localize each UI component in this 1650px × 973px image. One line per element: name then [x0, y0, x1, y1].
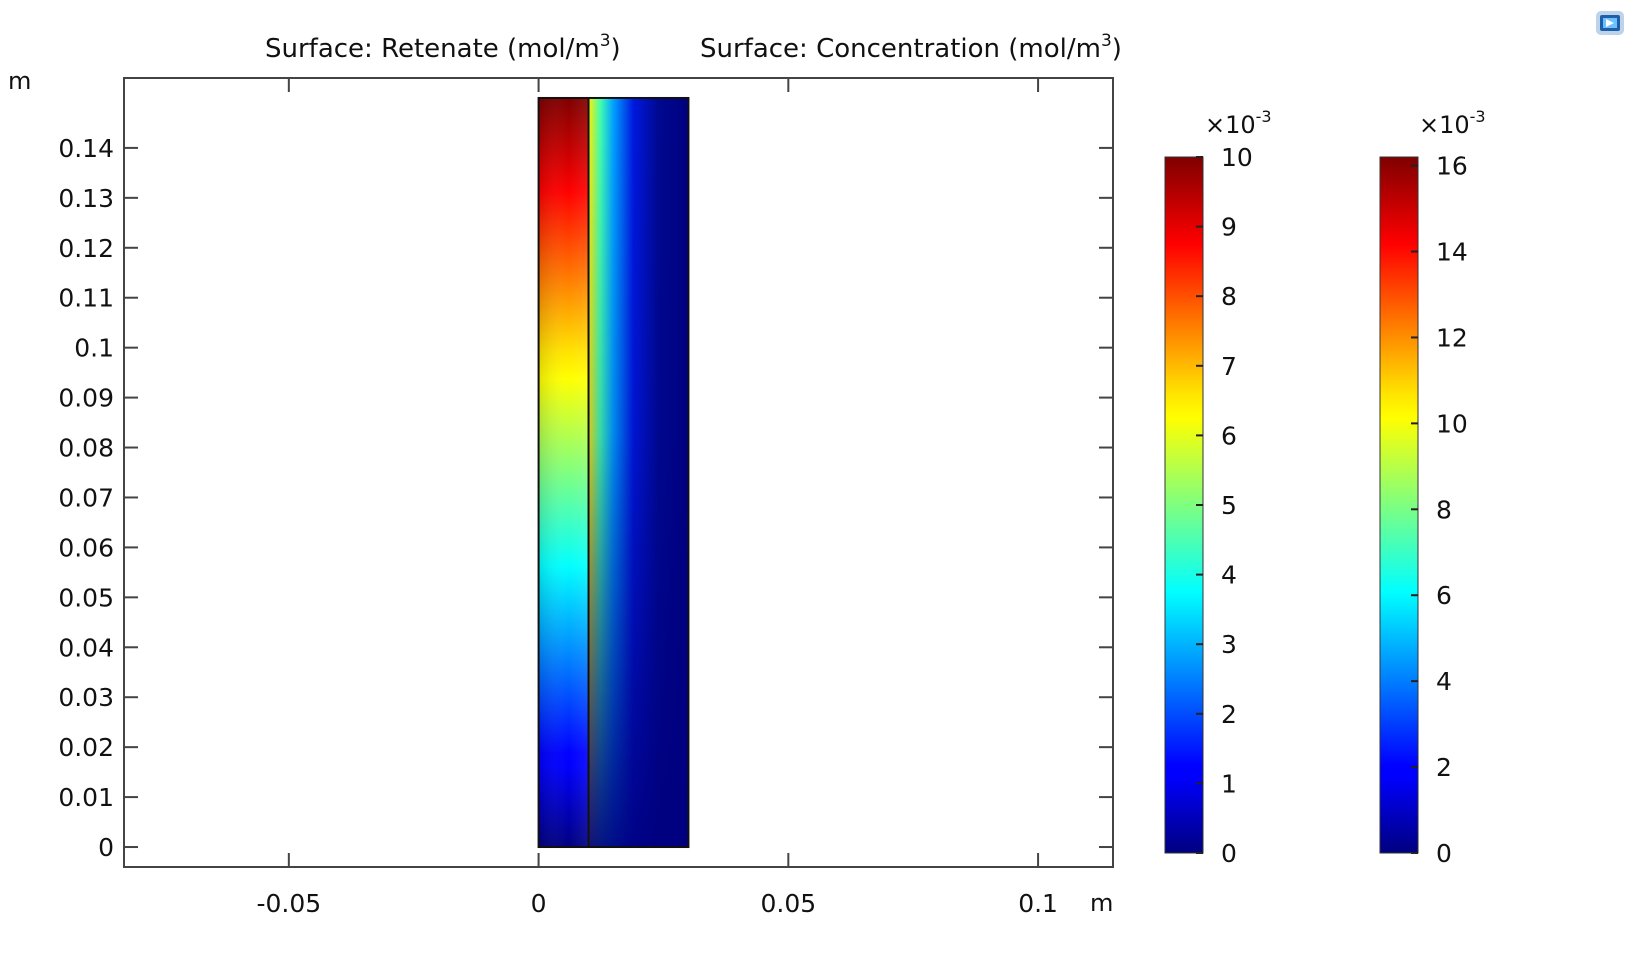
y-tick-label: 0.11 — [58, 284, 114, 313]
x-axis-ticks: -0.05 0 0.05 0.1 — [256, 78, 1058, 918]
colorbar-retenate: ×10-3 0 1 2 3 4 5 6 7 8 9 10 — [1164, 107, 1272, 868]
image-snapshot-icon[interactable] — [1592, 8, 1628, 38]
colorbar-concentration-tick-label: 0 — [1436, 839, 1452, 868]
x-tick-label: 0 — [531, 889, 547, 918]
plot-frame — [123, 77, 1114, 868]
title-concentration-sup: 3 — [1101, 31, 1112, 51]
colorbar-concentration-mult-text: ×10 — [1419, 111, 1470, 139]
colorbar-concentration-tick-label: 6 — [1436, 581, 1452, 610]
colorbar-retenate-tick-label: 5 — [1221, 491, 1237, 520]
y-tick-label: 0.12 — [58, 234, 114, 263]
y-tick-label: 0 — [98, 833, 114, 862]
colorbar-concentration-bar — [1379, 156, 1419, 854]
colorbar-retenate-tick-label: 10 — [1221, 143, 1253, 172]
colorbar-concentration-tick-label: 10 — [1436, 409, 1468, 438]
colorbar-retenate-tick-label: 0 — [1221, 839, 1237, 868]
colorbar-concentration-multiplier: ×10-3 — [1419, 107, 1486, 139]
colorbar-retenate-tick-label: 3 — [1221, 630, 1237, 659]
colorbar-retenate-tick-label: 4 — [1221, 561, 1237, 590]
y-tick-label: 0.03 — [58, 683, 114, 712]
domain-outline — [537, 96, 690, 849]
colorbar-retenate-mult-text: ×10 — [1205, 111, 1256, 139]
colorbar-retenate-tick-label: 8 — [1221, 282, 1237, 311]
colorbar-retenate-tick-label: 6 — [1221, 421, 1237, 450]
y-tick-label: 0.05 — [58, 583, 114, 612]
colorbar-retenate-tick-label: 9 — [1221, 213, 1237, 242]
colorbar-retenate-ticks: 0 1 2 3 4 5 6 7 8 9 10 — [1196, 143, 1253, 868]
y-tick-label: 0.13 — [58, 184, 114, 213]
colorbar-concentration-exp: -3 — [1470, 107, 1486, 126]
colorbar-concentration-ticks: 0 2 4 6 8 10 12 14 16 — [1411, 152, 1468, 868]
y-tick-label: 0.02 — [58, 733, 114, 762]
y-tick-label: 0.14 — [58, 134, 114, 163]
plot-title-concentration: Surface: Concentration (mol/m3) — [700, 31, 1122, 64]
y-axis-ticks: 0 0.01 0.02 0.03 0.04 0.05 0.06 0.07 0.08 0.09 0.1… — [58, 134, 1113, 862]
x-tick-label: 0.05 — [760, 889, 816, 918]
title-retenate-sup: 3 — [600, 31, 611, 51]
plot-title-retenate: Surface: Retenate (mol/m3) — [265, 31, 621, 64]
title-retenate-text: Surface: Retenate (mol/m — [265, 34, 600, 64]
y-tick-label: 0.01 — [58, 783, 114, 812]
colorbar-concentration-tick-label: 16 — [1436, 152, 1468, 181]
colorbar-retenate-tick-label: 2 — [1221, 700, 1237, 729]
title-concentration-text: Surface: Concentration (mol/m — [700, 34, 1101, 64]
colorbar-retenate-exp: -3 — [1256, 107, 1272, 126]
domain-concentration-shade — [588, 97, 689, 848]
colorbar-retenate-tick-label: 7 — [1221, 352, 1237, 381]
colorbar-concentration-tick-label: 2 — [1436, 753, 1452, 782]
x-tick-label: 0.1 — [1018, 889, 1058, 918]
colorbar-retenate-tick-label: 1 — [1221, 769, 1237, 798]
y-tick-label: 0.1 — [74, 334, 114, 363]
y-tick-label: 0.08 — [58, 434, 114, 463]
colorbar-retenate-multiplier: ×10-3 — [1205, 107, 1272, 139]
colorbar-concentration-tick-label: 12 — [1436, 323, 1468, 352]
y-axis-unit: m — [8, 67, 31, 95]
x-tick-label: -0.05 — [256, 889, 321, 918]
colorbar-concentration: ×10-3 0 2 4 6 8 10 12 14 16 — [1379, 107, 1486, 868]
colorbar-concentration-tick-label: 8 — [1436, 495, 1452, 524]
y-tick-label: 0.09 — [58, 384, 114, 413]
colorbar-concentration-tick-label: 4 — [1436, 667, 1452, 696]
title-concentration-suffix: ) — [1112, 34, 1122, 64]
colorbar-concentration-tick-label: 14 — [1436, 238, 1468, 267]
title-retenate-suffix: ) — [611, 34, 621, 64]
domain-layer — [537, 96, 690, 849]
y-tick-label: 0.04 — [58, 633, 114, 662]
y-tick-label: 0.07 — [58, 483, 114, 512]
x-axis-unit: m — [1090, 889, 1113, 917]
y-tick-label: 0.06 — [58, 533, 114, 562]
domain-retenate-shade — [538, 97, 589, 848]
